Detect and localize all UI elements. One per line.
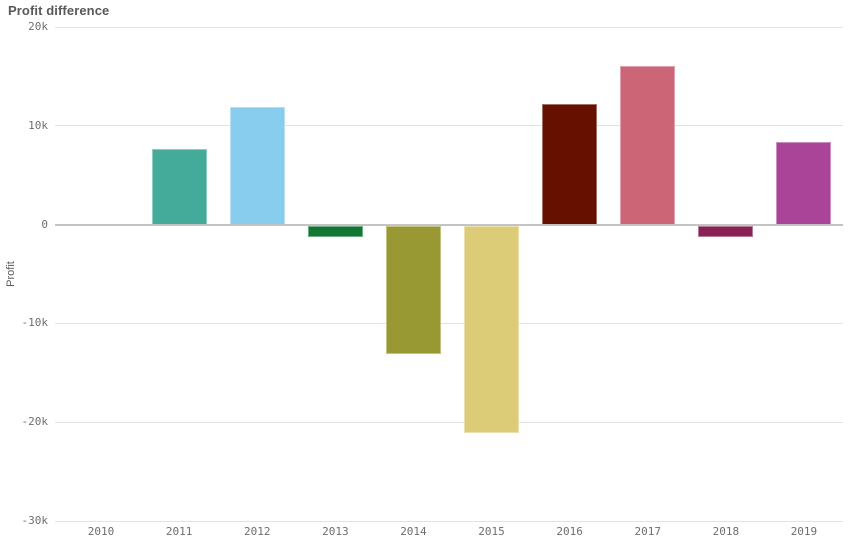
bar-2017[interactable]: [620, 65, 676, 225]
y-tick-label: 10k: [28, 118, 48, 132]
bar-2011[interactable]: [151, 148, 207, 225]
gridline: [55, 520, 843, 522]
x-tick-label: 2015: [478, 525, 505, 538]
x-tick-label: 2012: [244, 525, 271, 538]
bar-2015[interactable]: [464, 225, 520, 434]
gridline: [55, 322, 843, 324]
gridline: [55, 421, 843, 423]
y-tick-label: -10k: [21, 316, 49, 330]
bar-2018[interactable]: [698, 225, 754, 238]
gridline: [55, 26, 843, 28]
x-tick-label: 2016: [556, 525, 583, 538]
x-tick-label: 2014: [400, 525, 427, 538]
bar-2016[interactable]: [542, 104, 598, 225]
x-tick-label: 2018: [712, 525, 740, 538]
x-tick-label: 2010: [87, 525, 115, 538]
y-tick-label: 20k: [28, 20, 48, 33]
bar-2012[interactable]: [229, 107, 285, 225]
gridline: [55, 125, 843, 127]
zero-line: [55, 223, 843, 226]
x-tick-label: 2017: [634, 525, 662, 538]
bar-2013[interactable]: [307, 225, 363, 238]
chart-title: Profit difference: [8, 3, 110, 18]
bar-2014[interactable]: [385, 225, 441, 355]
x-tick-label: 2011: [165, 525, 193, 538]
x-tick-label: 2019: [790, 525, 818, 538]
y-axis-title: Profit: [5, 261, 17, 287]
y-tick-label: -20k: [21, 415, 49, 429]
y-tick-label: 0: [41, 217, 48, 231]
x-tick-label: 2013: [322, 525, 349, 538]
bar-2019[interactable]: [776, 141, 832, 225]
y-tick-label: -30k: [21, 514, 49, 527]
